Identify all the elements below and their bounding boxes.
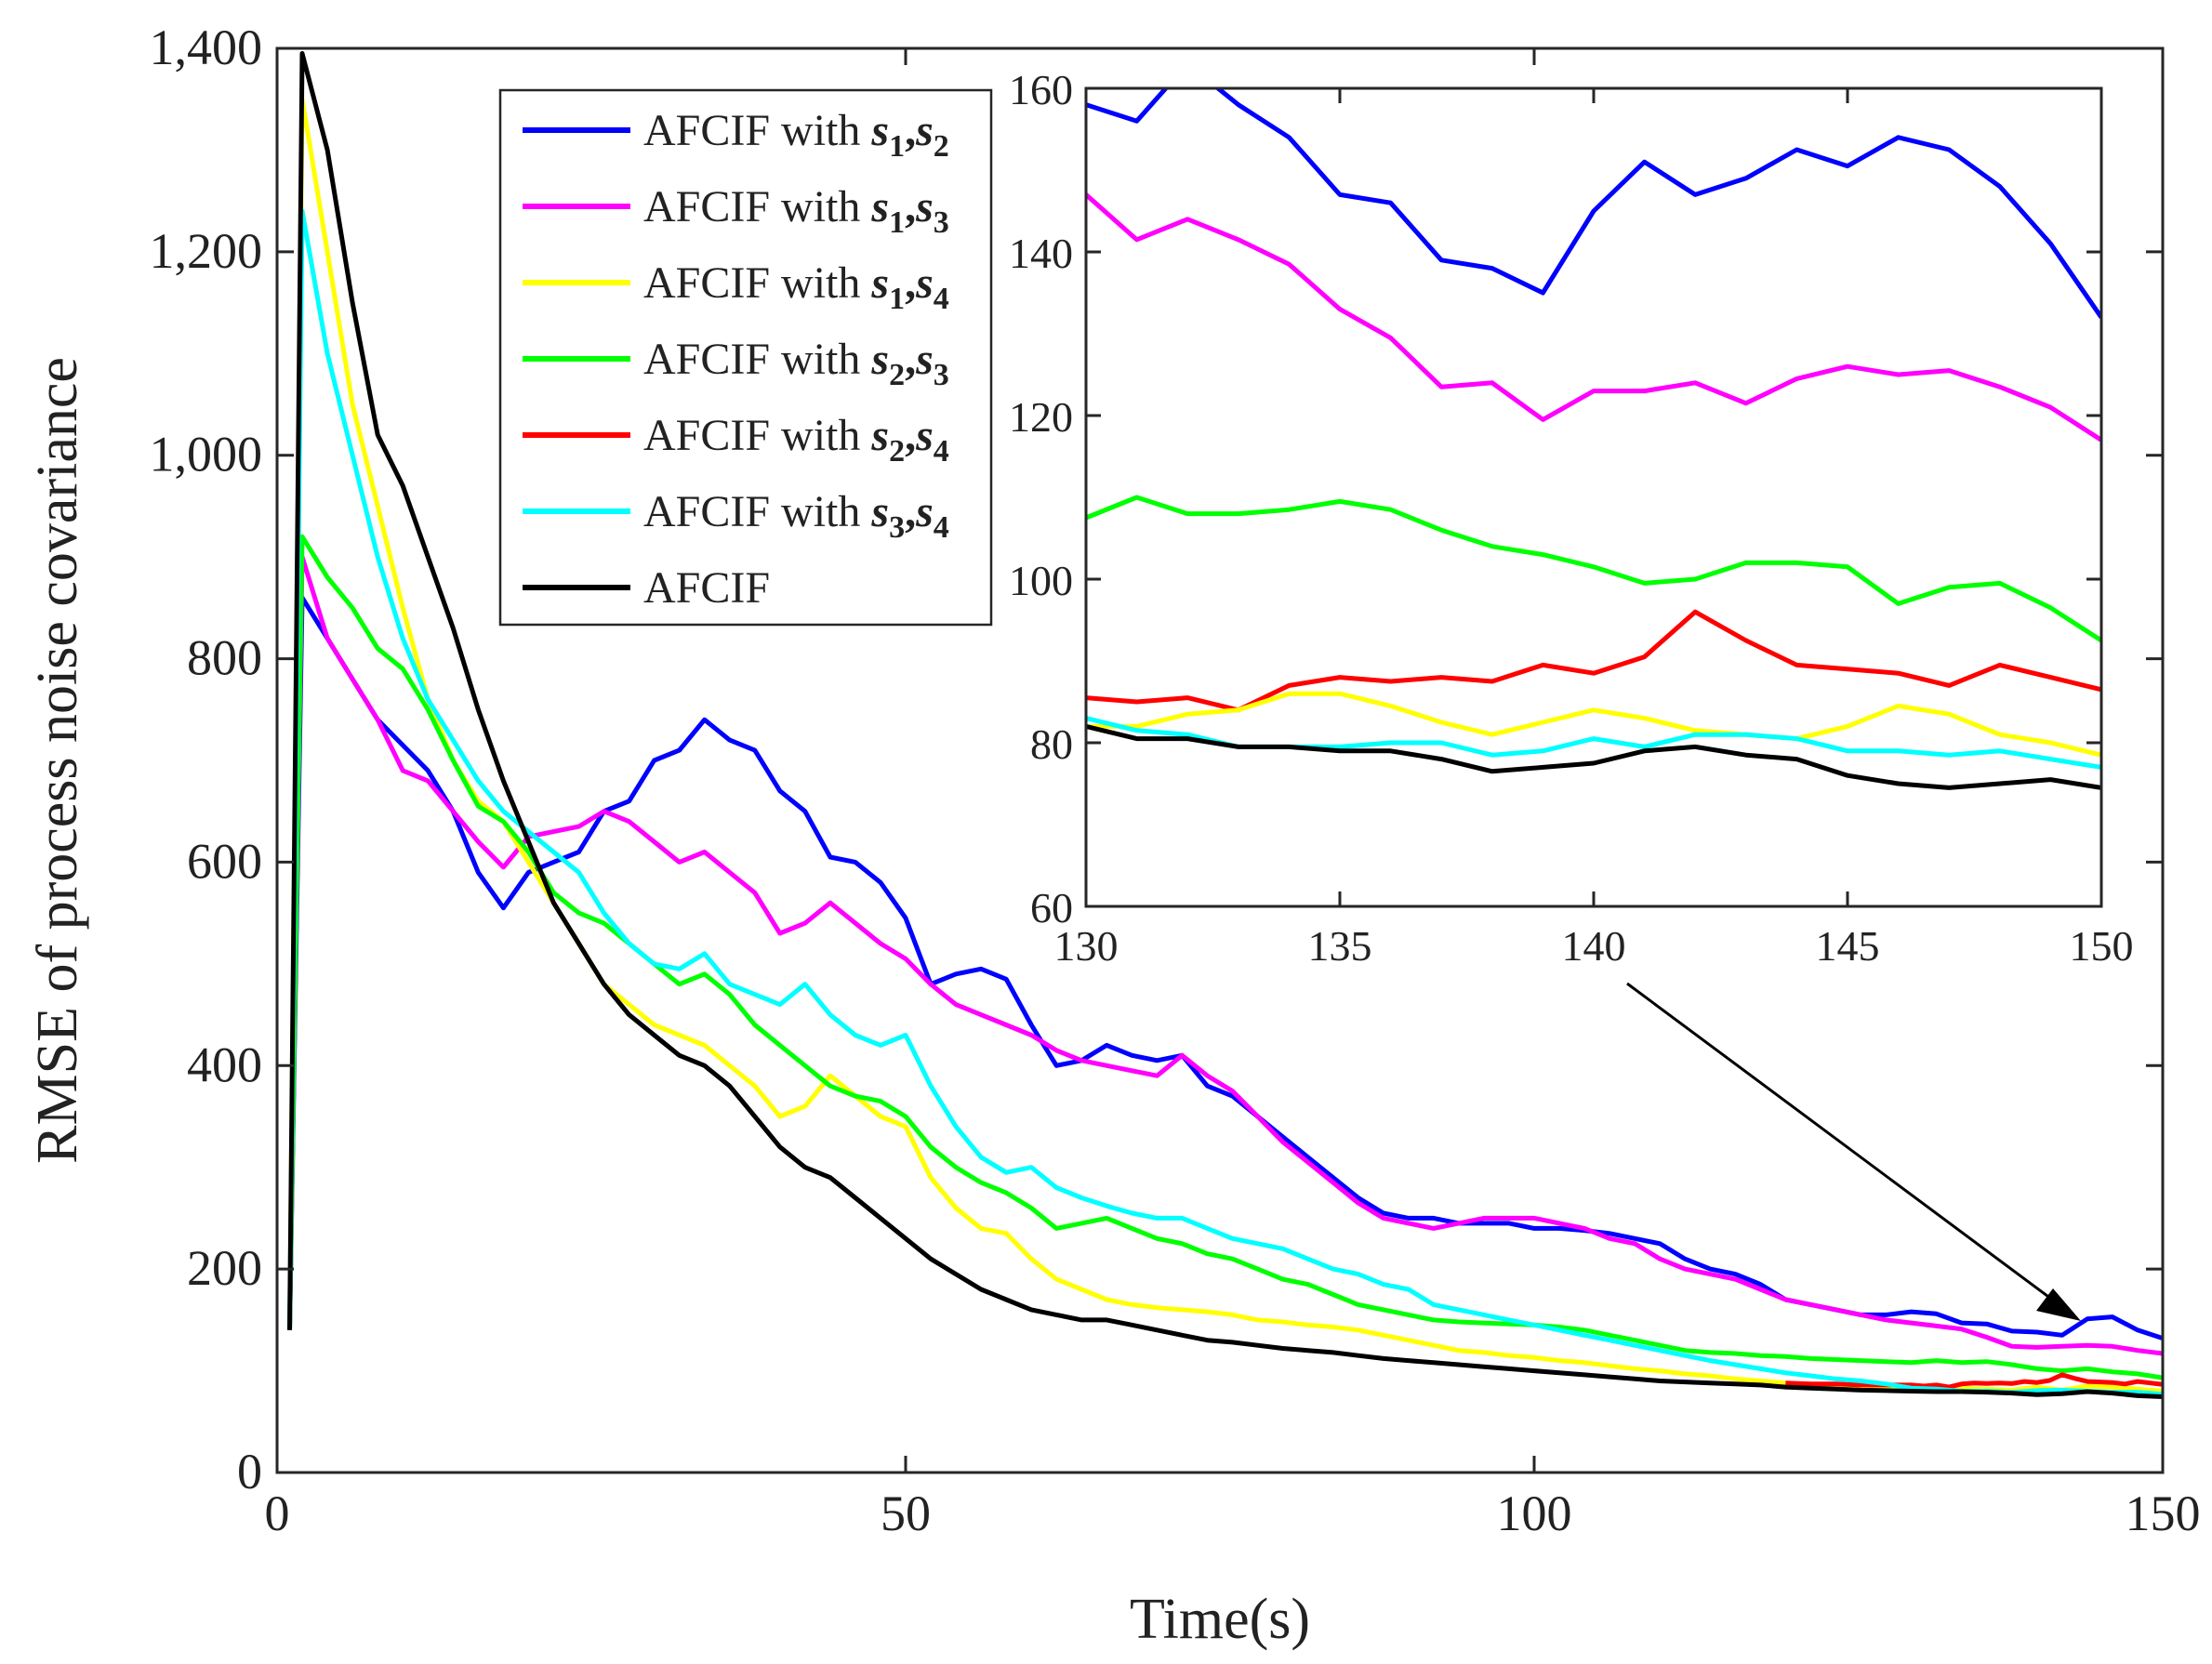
legend-separator: , [905,106,916,155]
legend-subscript: 3 [934,205,949,240]
main-y-tick-label: 1,200 [150,223,263,279]
main-series-afcif-with-s1-s3-line [287,554,2163,1356]
main-x-tick-label: 0 [265,1486,290,1541]
legend-separator: , [905,411,916,460]
main-x-tick-label: 150 [2126,1486,2201,1541]
legend-symbol: s [870,182,889,231]
inset-series-afcif-with-s2-s4-line [1086,609,2101,713]
legend-label-afcif-with-s2-s3: AFCIF with s2,s3 [643,335,949,392]
main-x-tick-label: 100 [1497,1486,1572,1541]
zoom-annotation [1626,982,2081,1321]
inset-series-afcif-with-s1-s2-line [1086,88,2101,319]
legend-label-prefix: AFCIF with [643,335,871,384]
inset-y-tick-label: 140 [1009,230,1073,277]
legend-subscript: 2 [889,358,905,392]
inset-x-tick-label: 150 [2070,922,2134,970]
legend-separator: , [905,487,916,536]
inset-x-tick-label: 145 [1816,922,1880,970]
main-plot-frame [275,46,2165,1474]
zoom-arrow-line [1626,982,2063,1309]
legend-subscript: 3 [889,510,905,545]
inset-y-tick-label: 120 [1009,393,1073,441]
legend-subscript: 1 [889,205,905,240]
legend-subscript: 4 [934,434,949,469]
main-y-tick-label: 0 [237,1444,262,1499]
legend-symbol: s [870,335,889,384]
legend-label-prefix: AFCIF with [643,106,871,155]
legend-subscript: 2 [934,129,949,164]
legend-label-prefix: AFCIF with [643,182,871,231]
legend-subscript: 3 [934,358,949,392]
main-plot-series [287,51,2163,1399]
legend-label-prefix: AFCIF with [643,487,871,536]
legend-symbol: s [915,487,934,536]
inset-y-tick-label: 80 [1030,720,1073,768]
x-axis-title: Time(s) [1130,1588,1310,1651]
legend-symbol: s [915,411,934,460]
main-series-afcif-with-s3-s4-line [287,208,2163,1397]
main-y-tick-label: 400 [187,1037,262,1092]
legend-label-prefix: AFCIF with [643,258,871,308]
inset-plot-ticks: 130 135 140 145 150 60 80 100 120 140 160 [1009,66,2134,970]
inset-plot: 130 135 140 145 150 60 80 100 120 140 160 [1009,66,2134,970]
legend-separator: , [905,182,916,231]
y-axis-title: RMSE of process noise covariance [26,357,89,1164]
inset-series-afcif-line [1086,723,2101,790]
legend-separator: , [905,335,916,384]
zoom-arrowhead [2036,1288,2081,1321]
legend-symbol: s [870,106,889,155]
inset-series-afcif-with-s1-s4-line [1086,691,2101,758]
legend-symbol: s [915,258,934,308]
main-x-tick-label: 50 [881,1486,931,1541]
main-y-tick-label: 600 [187,833,262,889]
inset-y-tick-label: 160 [1009,66,1073,113]
legend-label-afcif-with-s3-s4: AFCIF with s3,s4 [643,487,949,545]
legend-separator: , [905,258,916,308]
legend-label-prefix: AFCIF with [643,411,871,460]
main-y-tick-label: 1,400 [150,20,263,75]
main-plot-ticks: 0 50 100 150 0 200 400 600 800 1,000 1,200 1,400 [150,20,2201,1541]
main-y-tick-label: 1,000 [150,427,263,482]
inset-x-tick-label: 130 [1054,922,1119,970]
legend-label-afcif-with-s1-s4: AFCIF with s1,s4 [643,258,949,316]
legend-subscript: 2 [889,434,905,469]
legend-label-prefix: AFCIF [643,563,770,613]
inset-y-tick-label: 100 [1009,557,1073,604]
legend-label-afcif-with-s2-s4: AFCIF with s2,s4 [643,411,949,469]
legend-subscript: 4 [934,282,949,316]
main-y-tick-label: 200 [187,1240,262,1296]
inset-plot-series [1086,88,2101,790]
legend-box [498,88,993,627]
legend-label-afcif: AFCIF [643,563,770,613]
main-y-tick-label: 800 [187,630,262,686]
inset-y-tick-label: 60 [1030,884,1073,931]
inset-background [1086,88,2101,906]
inset-x-tick-label: 135 [1308,922,1372,970]
inset-x-tick-label: 140 [1562,922,1626,970]
legend-subscript: 4 [934,510,949,545]
main-series-afcif-with-s2-s3-line [287,534,2163,1380]
inset-series-afcif-with-s2-s3-line [1086,495,2101,643]
legend-subscript: 1 [889,282,905,316]
legend-symbol: s [870,411,889,460]
main-plot-axes [275,46,2165,1474]
inset-series-afcif-with-s1-s3-line [1086,192,2101,442]
main-series-afcif-line [287,51,2163,1399]
legend-symbol: s [915,182,934,231]
legend-label-afcif-with-s1-s3: AFCIF with s1,s3 [643,182,949,240]
legend-symbol: s [870,258,889,308]
legend-symbol: s [915,335,934,384]
legend-subscript: 1 [889,129,905,164]
legend-symbol: s [915,106,934,155]
legend-label-afcif-with-s1-s2: AFCIF with s1,s2 [643,106,949,164]
legend-symbol: s [870,487,889,536]
